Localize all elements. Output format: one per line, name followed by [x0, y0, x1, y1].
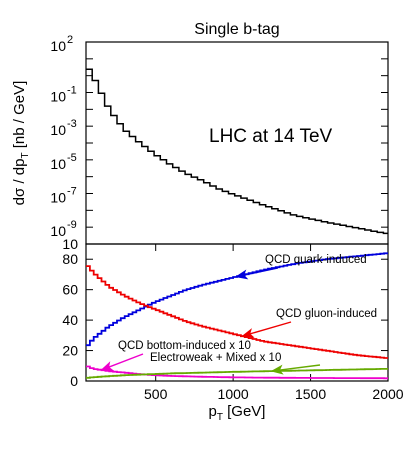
upper-y-tick-exponent: -9: [67, 219, 77, 231]
upper-y-ticks: 10 210 -110 -310 -510 -710 -9: [50, 34, 388, 245]
series-label-1: QCD gluon-induced: [276, 308, 377, 320]
upper-y-tick-label: 10: [50, 122, 66, 138]
x-tick-label: 2000: [372, 386, 403, 402]
series-label-3: Electroweak + Mixed x 10: [150, 352, 281, 364]
lower-series-1: [86, 265, 388, 359]
chart-title: Single b-tag: [194, 21, 279, 38]
upper-y-tick-exponent: -7: [67, 186, 77, 198]
upper-y-tick-label: 10: [50, 89, 66, 105]
y-axis-label: dσ / dpT [nb / GeV]: [11, 81, 31, 206]
lower-y-top-label: 10: [62, 236, 78, 252]
lower-series-3: [86, 368, 388, 379]
series-arrow-1: [241, 321, 292, 338]
upper-series: [86, 68, 388, 235]
series-arrow-2: [100, 353, 144, 371]
upper-series-histogram: [86, 68, 388, 235]
upper-y-tick-label: 10: [50, 156, 66, 172]
lower-y-tick-label: 60: [62, 282, 78, 298]
lower-series-2: [86, 365, 388, 380]
series-arrow-0: [234, 267, 279, 280]
lhc-annotation: LHC at 14 TeV: [209, 126, 333, 147]
upper-y-tick-label: 10: [50, 38, 66, 54]
lower-y-tick-label: 20: [62, 343, 78, 359]
lower-panel-frame: [85, 243, 389, 382]
lower-y-tick-label: 40: [62, 312, 78, 328]
upper-y-tick-label: 10: [50, 223, 66, 239]
upper-y-tick-exponent: -5: [67, 152, 77, 164]
upper-y-tick-exponent: 2: [67, 34, 73, 46]
upper-y-tick-exponent: -3: [67, 118, 77, 130]
x-axis-label: pT [GeV]: [209, 403, 266, 423]
x-label-sub: T: [217, 412, 223, 423]
series-label-2: QCD bottom-induced x 10: [118, 340, 251, 352]
x-tick-label: 1500: [295, 386, 326, 402]
series-arrow-3: [270, 364, 321, 375]
x-label-units: [GeV]: [227, 403, 265, 420]
x-tick-label: 500: [144, 386, 168, 402]
series-label-0: QCD quark-induced: [265, 254, 367, 266]
upper-y-tick-exponent: -1: [67, 85, 77, 97]
lower-y-tick-label: 0: [70, 373, 78, 389]
y-label-units: [nb / GeV]: [11, 81, 28, 149]
y-label-main: dσ / dp: [11, 159, 28, 206]
annotations: QCD quark-induced QCD gluon-induced QCD bo…: [100, 254, 377, 375]
lower-y-tick-label: 80: [62, 251, 78, 267]
x-tick-label: 1000: [218, 386, 249, 402]
y-label-sub: T: [20, 152, 31, 158]
upper-y-tick-label: 10: [50, 190, 66, 206]
x-label-main: p: [209, 403, 217, 420]
